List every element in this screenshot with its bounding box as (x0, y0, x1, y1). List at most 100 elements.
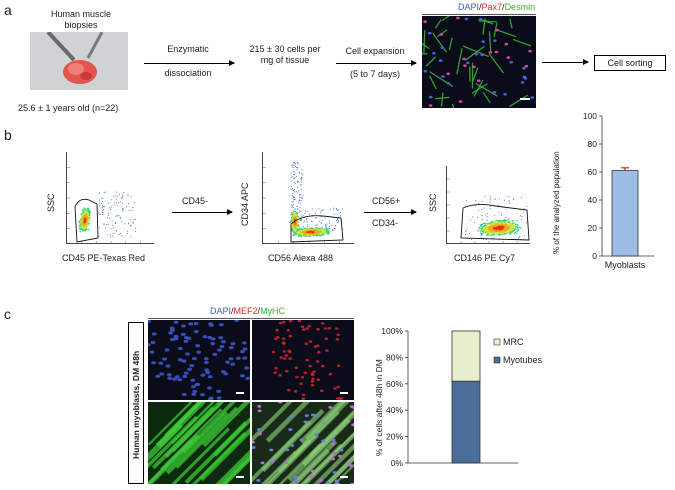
event-dot (124, 223, 126, 225)
event-dot (135, 230, 137, 232)
event-dot (296, 228, 299, 231)
event-dot (129, 224, 131, 226)
nucleus (191, 385, 196, 389)
event-dot (498, 227, 500, 230)
event-dot (511, 228, 514, 231)
event-dot (489, 198, 491, 200)
event-dot (495, 233, 498, 235)
event-dot (502, 220, 505, 222)
event-dot (301, 177, 303, 179)
event-dot (292, 170, 294, 172)
event-dot (480, 237, 482, 239)
nucleus (481, 40, 485, 43)
desmin-cell (432, 33, 448, 53)
event-dot (113, 227, 115, 229)
event-dot (306, 218, 308, 220)
event-dot (317, 234, 319, 237)
gate-outline (74, 198, 99, 243)
event-dot (501, 214, 503, 216)
event-dot (110, 228, 112, 230)
event-dot (80, 224, 83, 226)
nucleus (207, 397, 213, 400)
desmin-cell (472, 67, 479, 82)
micrograph-myhc-drawing (148, 402, 250, 484)
event-dot (78, 221, 80, 223)
event-dot (322, 209, 324, 211)
nucleus (332, 451, 337, 455)
event-dot (293, 218, 296, 221)
event-dot (486, 229, 489, 231)
event-dot (297, 169, 299, 171)
event-dot (315, 230, 317, 232)
event-dot (321, 222, 323, 224)
nucleus (230, 342, 236, 346)
event-dot (513, 198, 515, 200)
event-dot (514, 231, 517, 234)
event-dot (101, 205, 103, 207)
myotube-stacked-chart: 0% 20% 40% 60% 80% 100% MRC Myotubes (381, 326, 542, 468)
nucleus (196, 350, 202, 354)
event-dot (484, 229, 486, 232)
event-dot (297, 182, 299, 184)
event-dot (323, 229, 326, 231)
event-dot (518, 236, 520, 238)
event-dot (86, 209, 89, 212)
event-dot (135, 218, 137, 220)
nucleus (148, 343, 151, 347)
event-dot (486, 213, 488, 215)
desmin-cell (451, 103, 455, 108)
event-dot (478, 228, 480, 230)
nucleus (241, 341, 247, 345)
event-dot (99, 213, 101, 215)
event-dot (472, 216, 474, 218)
scale-bar (340, 476, 348, 478)
event-dot (114, 221, 116, 223)
micrograph-dapi-drawing (148, 320, 250, 400)
stack-segment-mrc (451, 330, 481, 382)
event-dot (489, 201, 491, 203)
event-dot (500, 225, 503, 227)
event-dot (89, 211, 92, 213)
event-dot (292, 190, 294, 192)
event-dot (489, 224, 492, 227)
event-dot (123, 191, 125, 193)
desmin-cell (481, 19, 494, 25)
event-dot (508, 224, 511, 227)
event-dot (291, 218, 293, 221)
event-dot (511, 230, 514, 233)
nucleus (331, 438, 336, 442)
event-dot (88, 211, 90, 213)
mef2-nucleus (308, 364, 312, 368)
event-dot (296, 162, 298, 164)
event-dot (293, 200, 295, 202)
y-tick-label: 40 (588, 195, 598, 205)
stain-header-rule (422, 14, 536, 15)
event-dot (297, 215, 299, 218)
event-dot (293, 212, 295, 215)
mef2-nucleus (284, 354, 289, 357)
event-dot (132, 222, 134, 224)
event-dot (312, 234, 315, 237)
micrograph-myhc (148, 402, 250, 484)
event-dot (297, 208, 299, 210)
event-dot (336, 210, 338, 212)
event-dot (291, 195, 293, 197)
mef2-nucleus (315, 360, 320, 363)
gate2-label-cd56: CD56+ (372, 196, 401, 206)
event-dot (109, 234, 111, 236)
myotube (300, 443, 343, 484)
event-dot (336, 218, 338, 220)
event-dot (297, 192, 299, 194)
mef2-nucleus (281, 341, 286, 344)
mef2-nucleus (307, 324, 312, 328)
event-dot (326, 231, 329, 233)
nucleus (235, 356, 241, 360)
myotube (171, 402, 216, 444)
event-dot (101, 197, 103, 199)
event-dot (102, 213, 104, 215)
event-dot (290, 172, 292, 174)
nucleus (472, 65, 476, 69)
event-dot (302, 195, 304, 197)
event-dot (84, 218, 87, 221)
event-dot (307, 225, 309, 227)
